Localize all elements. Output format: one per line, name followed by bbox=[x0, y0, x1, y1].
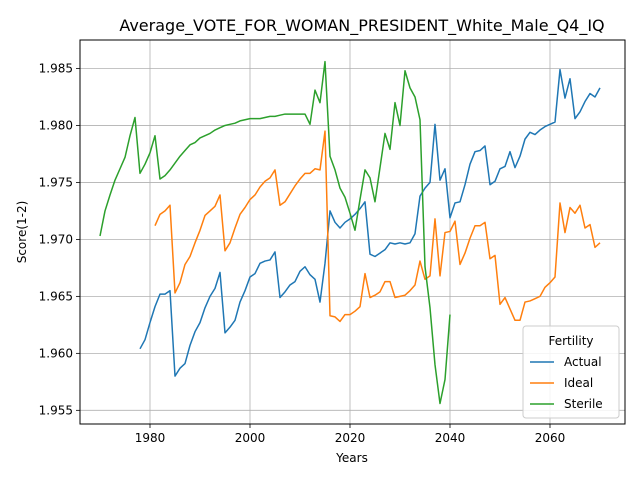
legend-label-ideal: Ideal bbox=[564, 376, 593, 390]
y-tick-label: 1.980 bbox=[39, 118, 73, 132]
y-tick-label: 1.975 bbox=[39, 175, 73, 189]
y-tick-label: 1.960 bbox=[39, 346, 73, 360]
x-tick-label: 2000 bbox=[235, 431, 266, 445]
legend-label-actual: Actual bbox=[564, 355, 602, 369]
x-tick-label: 1980 bbox=[135, 431, 166, 445]
y-tick-label: 1.965 bbox=[39, 289, 73, 303]
legend-label-sterile: Sterile bbox=[564, 397, 603, 411]
chart-title: Average_VOTE_FOR_WOMAN_PRESIDENT_White_M… bbox=[119, 16, 604, 36]
y-tick-label: 1.970 bbox=[39, 232, 73, 246]
x-axis-label: Years bbox=[335, 451, 368, 465]
x-tick-label: 2040 bbox=[435, 431, 466, 445]
x-tick-label: 2060 bbox=[535, 431, 566, 445]
y-tick-label: 1.985 bbox=[39, 61, 73, 75]
legend-title: Fertility bbox=[548, 334, 593, 348]
y-tick-label: 1.955 bbox=[39, 403, 73, 417]
x-tick-label: 2020 bbox=[335, 431, 366, 445]
y-axis-label: Score(1-2) bbox=[15, 201, 29, 264]
legend: Fertility Actual Ideal Sterile bbox=[523, 326, 619, 418]
